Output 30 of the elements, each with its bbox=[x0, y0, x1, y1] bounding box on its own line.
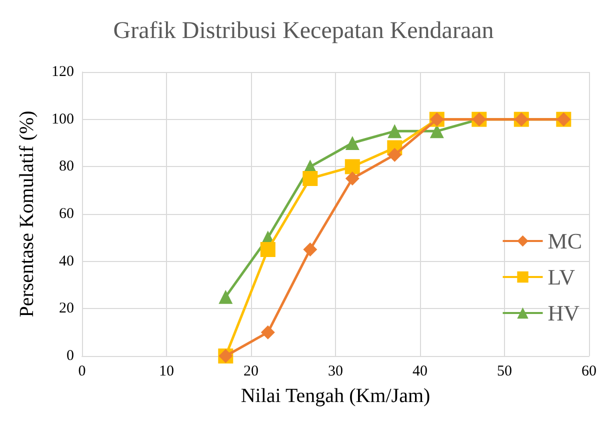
point bbox=[218, 290, 233, 304]
y-tick-label: 0 bbox=[66, 348, 74, 364]
y-tick-label: 120 bbox=[52, 64, 74, 80]
point bbox=[388, 124, 402, 138]
y-tick-label: 60 bbox=[59, 206, 74, 222]
x-tick-label: 60 bbox=[582, 364, 596, 380]
y-tick-label: 80 bbox=[59, 158, 74, 175]
x-tick-label: 50 bbox=[497, 364, 512, 380]
point bbox=[345, 172, 360, 186]
x-axis-title: Nilai Tengah (Km/Jam) bbox=[240, 385, 430, 407]
legend-label: HV bbox=[548, 300, 580, 326]
point bbox=[388, 148, 402, 162]
y-axis-title: Persentase Komulatif (%) bbox=[16, 110, 38, 318]
point bbox=[260, 242, 276, 257]
x-tick-label: 0 bbox=[78, 364, 86, 380]
x-tick-label: 40 bbox=[412, 364, 428, 380]
y-tick-label: 40 bbox=[59, 253, 74, 270]
point bbox=[302, 171, 318, 186]
point bbox=[303, 242, 318, 256]
x-tick-label: 30 bbox=[328, 364, 343, 380]
legend-label: LV bbox=[548, 264, 576, 290]
point bbox=[345, 136, 360, 150]
chart-title: Grafik Distribusi Kecepatan Kendaraan bbox=[113, 18, 494, 44]
point bbox=[260, 325, 275, 340]
y-tick-label: 100 bbox=[52, 111, 74, 128]
y-tick-label: 20 bbox=[59, 300, 74, 317]
x-tick-label: 20 bbox=[244, 364, 258, 380]
x-tick-label: 10 bbox=[159, 364, 174, 380]
point bbox=[344, 159, 360, 174]
legend-label: MC bbox=[548, 228, 582, 254]
